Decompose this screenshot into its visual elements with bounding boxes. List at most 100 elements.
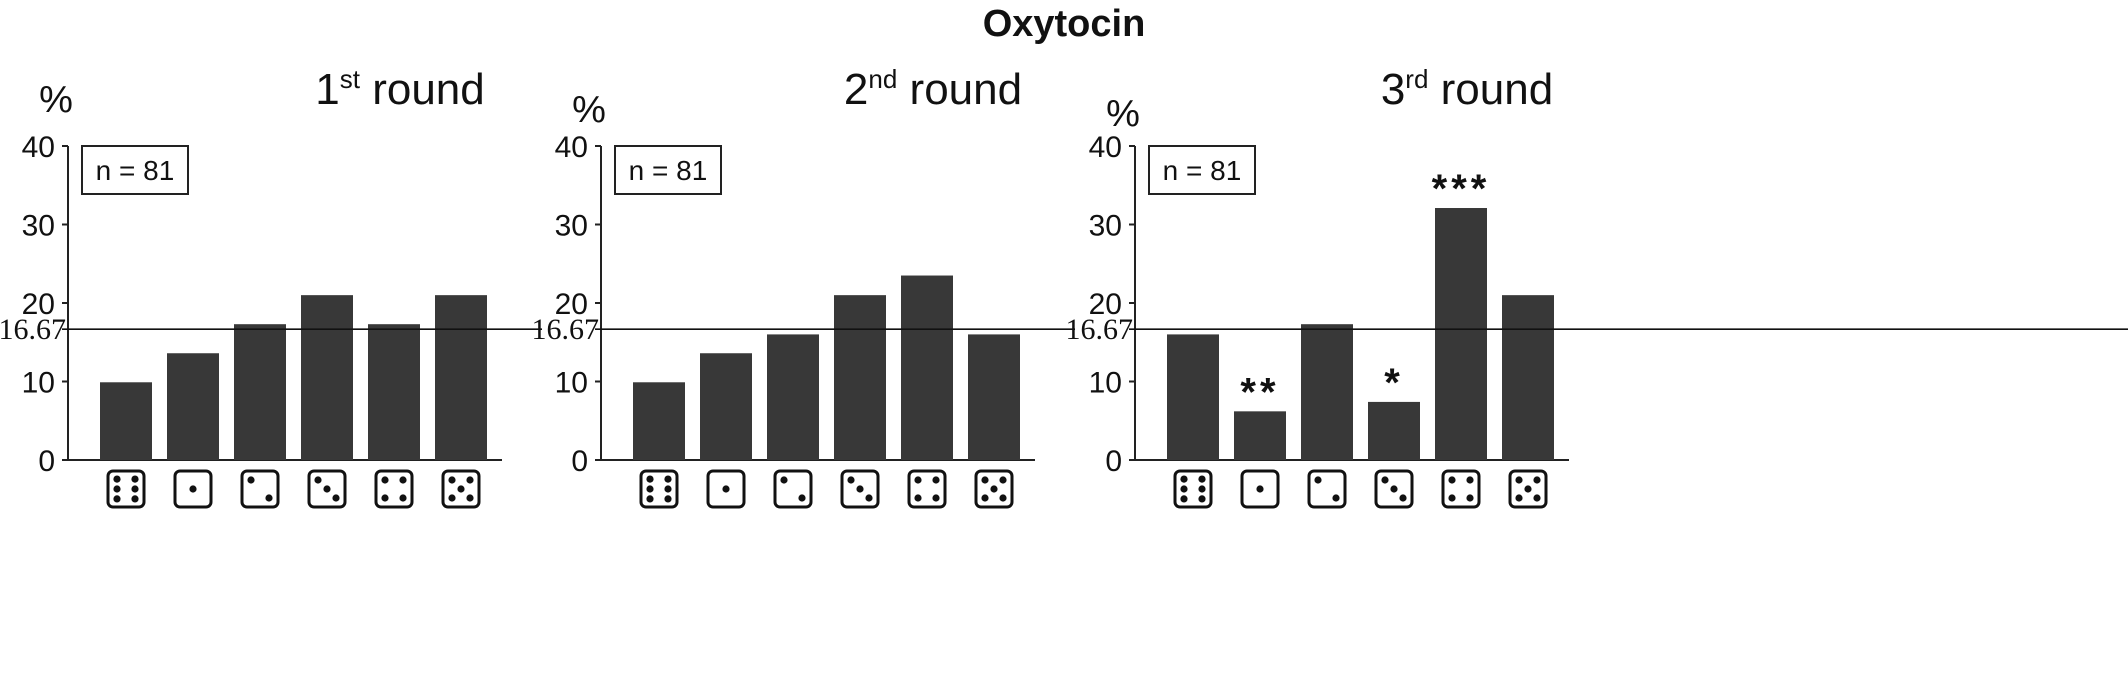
reference-line-label: 16.67	[532, 313, 600, 346]
annotation-text: n = 81	[629, 155, 708, 186]
bar-die-1	[700, 353, 752, 460]
die-pip	[1515, 476, 1523, 484]
die-pip	[932, 494, 940, 502]
y-tick-label: 20	[1089, 288, 1122, 321]
bar-die-2	[234, 324, 286, 460]
bar-die-5	[968, 334, 1020, 460]
die-pip	[1256, 485, 1264, 493]
die-pip	[981, 476, 989, 484]
significance-marker: **	[1240, 370, 1279, 414]
die-face	[773, 469, 813, 509]
die-pip	[798, 494, 806, 502]
panel-title-rest: round	[1428, 65, 1553, 114]
die-6-icon	[639, 469, 679, 509]
die-pip	[1390, 485, 1398, 493]
significance-marker: *	[1384, 361, 1404, 405]
die-3-icon	[840, 469, 880, 509]
bar-die-5	[1502, 295, 1554, 460]
die-pip	[932, 476, 940, 484]
die-pip	[1381, 476, 1389, 484]
die-face	[1307, 469, 1347, 509]
die-pip	[1314, 476, 1322, 484]
die-pip	[113, 485, 121, 493]
die-5-icon	[974, 469, 1014, 509]
die-pip	[247, 476, 255, 484]
die-pip	[1180, 475, 1188, 483]
figure-title: Oxytocin	[983, 3, 1146, 45]
die-pip	[1466, 476, 1474, 484]
die-pip	[113, 495, 121, 503]
die-pip	[646, 485, 654, 493]
bar-die-6	[1167, 334, 1219, 460]
panel-title: 2nd round	[844, 64, 1022, 114]
die-2-icon	[240, 469, 280, 509]
annotation-text: n = 81	[1163, 155, 1242, 186]
die-3-icon	[1374, 469, 1414, 509]
panel-title-superscript: rd	[1405, 64, 1428, 94]
die-1-icon	[1240, 469, 1280, 509]
bar-die-1	[167, 353, 219, 460]
die-pip	[1180, 495, 1188, 503]
y-tick-label: 30	[22, 210, 55, 243]
y-tick-label: 0	[38, 445, 55, 478]
die-pip	[314, 476, 322, 484]
y-axis-unit: %	[572, 89, 606, 131]
die-pip	[265, 494, 273, 502]
bar-die-2	[1301, 324, 1353, 460]
die-6-icon	[106, 469, 146, 509]
reference-line-label: 16.67	[0, 313, 66, 346]
bar-die-1	[1234, 411, 1286, 460]
y-tick-label: 30	[555, 210, 588, 243]
y-tick-label: 10	[22, 367, 55, 400]
die-pip	[381, 494, 389, 502]
die-pip	[722, 485, 730, 493]
die-pip	[381, 476, 389, 484]
die-pip	[131, 475, 139, 483]
die-pip	[448, 494, 456, 502]
die-pip	[131, 485, 139, 493]
die-pip	[646, 495, 654, 503]
bar-die-6	[633, 382, 685, 460]
die-pip	[664, 495, 672, 503]
y-tick-label: 0	[571, 445, 588, 478]
bar-die-3	[301, 295, 353, 460]
die-pip	[399, 476, 407, 484]
die-pip	[1533, 494, 1541, 502]
bar-die-4	[1435, 208, 1487, 460]
panel-title-superscript: nd	[868, 64, 897, 94]
die-2-icon	[773, 469, 813, 509]
die-pip	[981, 494, 989, 502]
die-pip	[847, 476, 855, 484]
chart-panel-2: 2nd round% 0 10 20 30 40 n = 81 16.67	[532, 64, 1075, 509]
bar-die-5	[435, 295, 487, 460]
die-pip	[113, 475, 121, 483]
die-pip	[1198, 475, 1206, 483]
y-tick-label: 20	[555, 288, 588, 321]
y-axis-unit: %	[39, 79, 73, 121]
die-face	[240, 469, 280, 509]
die-pip	[189, 485, 197, 493]
die-pip	[1332, 494, 1340, 502]
annotation-text: n = 81	[96, 155, 175, 186]
die-pip	[646, 475, 654, 483]
panel-title: 3rd round	[1381, 64, 1553, 114]
die-face	[1441, 469, 1481, 509]
die-pip	[664, 475, 672, 483]
significance-marker: ***	[1432, 167, 1491, 211]
die-5-icon	[441, 469, 481, 509]
panel-title-rest: round	[897, 65, 1022, 114]
die-pip	[999, 494, 1007, 502]
chart-panel-1: 1st round% 0 10 20 30 40 n = 81 16.67	[0, 64, 542, 509]
y-tick-label: 40	[555, 131, 588, 164]
die-4-icon	[374, 469, 414, 509]
die-4-icon	[907, 469, 947, 509]
annotation-box	[1148, 145, 1256, 195]
die-pip	[1448, 476, 1456, 484]
die-pip	[1466, 494, 1474, 502]
die-pip	[1399, 494, 1407, 502]
panel-title: 1st round	[315, 64, 484, 114]
reference-line-label: 16.67	[1066, 313, 1134, 346]
bar-die-4	[368, 324, 420, 460]
